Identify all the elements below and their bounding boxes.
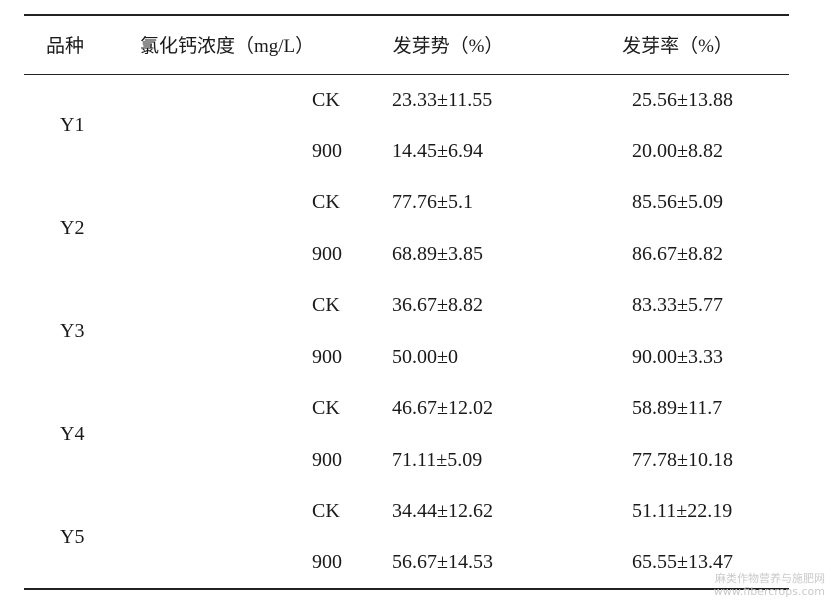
table-row: 900 14.45±6.94 20.00±8.82	[24, 126, 789, 178]
header-vigor: 发芽势（%）	[392, 36, 504, 58]
table-row: Y5 CK 34.44±12.62 51.11±22.19	[24, 486, 789, 547]
cell-treatment: CK	[312, 500, 340, 523]
cell-vigor: 50.00±0	[392, 345, 458, 368]
cell-rate: 20.00±8.82	[632, 139, 723, 162]
cell-vigor: 77.76±5.1	[392, 191, 473, 214]
watermark-line-2: www.fibercrops.com	[713, 585, 825, 598]
site-watermark: 麻类作物营养与施肥网 www.fibercrops.com	[714, 572, 825, 598]
table-row: 900 68.89±3.85 86.67±8.82	[24, 229, 789, 281]
cell-vigor: 34.44±12.62	[392, 500, 493, 523]
header-variety: 品种	[46, 36, 85, 58]
watermark-line-1: 麻类作物营养与施肥网	[715, 572, 825, 585]
cell-variety: Y2	[60, 217, 85, 239]
cell-vigor: 36.67±8.82	[392, 294, 483, 317]
cell-treatment: 900	[312, 139, 342, 162]
cell-rate: 77.78±10.18	[632, 448, 733, 471]
header-row: 品种 氯化钙浓度（mg/L） 发芽势（%） 发芽率（%）	[24, 15, 789, 74]
cell-rate: 58.89±11.7	[632, 397, 723, 420]
cell-rate: 51.11±22.19	[632, 500, 733, 523]
cell-treatment: CK	[312, 397, 340, 420]
cell-treatment: CK	[312, 88, 340, 111]
cell-rate: 90.00±3.33	[632, 345, 723, 368]
cell-vigor: 14.45±6.94	[392, 139, 483, 162]
cell-treatment: 900	[312, 345, 342, 368]
germination-table: 品种 氯化钙浓度（mg/L） 发芽势（%） 发芽率（%） Y1 CK 23.33±1…	[24, 14, 789, 590]
cell-variety: Y3	[60, 320, 85, 342]
cell-variety: Y1	[60, 114, 85, 137]
cell-treatment: 900	[312, 242, 342, 265]
table-header: 品种 氯化钙浓度（mg/L） 发芽势（%） 发芽率（%）	[24, 15, 789, 74]
table-row: Y4 CK 46.67±12.02 58.89±11.7	[24, 383, 789, 445]
table-row: 900 71.11±5.09 77.78±10.18	[24, 435, 789, 487]
cell-vigor: 68.89±3.85	[392, 242, 483, 265]
cell-vigor: 56.67±14.53	[392, 551, 493, 574]
table-row: Y2 CK 77.76±5.1 85.56±5.09	[24, 177, 789, 239]
table-row: 900 50.00±0 90.00±3.33	[24, 332, 789, 384]
cell-rate: 86.67±8.82	[632, 242, 723, 265]
cell-treatment: 900	[312, 551, 342, 574]
data-table-container: 品种 氯化钙浓度（mg/L） 发芽势（%） 发芽率（%） Y1 CK 23.33±1…	[24, 14, 789, 590]
cell-treatment: 900	[312, 448, 342, 471]
table-body: Y1 CK 23.33±11.55 25.56±13.88 900 14.45±6.94 2…	[24, 74, 789, 589]
header-concentration: 氯化钙浓度（mg/L）	[140, 36, 315, 58]
cell-vigor: 23.33±11.55	[392, 88, 493, 111]
cell-treatment: CK	[312, 294, 340, 317]
cell-variety: Y5	[60, 525, 85, 548]
table-row: Y3 CK 36.67±8.82 83.33±5.77	[24, 280, 789, 342]
cell-treatment: CK	[312, 191, 340, 214]
cell-rate: 65.55±13.47	[632, 551, 733, 574]
cell-vigor: 71.11±5.09	[392, 448, 483, 471]
table-row: 900 56.67±14.53 65.55±13.47	[24, 538, 789, 589]
cell-rate: 83.33±5.77	[632, 294, 723, 317]
table-row: Y1 CK 23.33±11.55 25.56±13.88	[24, 74, 789, 137]
cell-rate: 85.56±5.09	[632, 191, 723, 214]
cell-rate: 25.56±13.88	[632, 88, 733, 111]
cell-vigor: 46.67±12.02	[392, 397, 493, 420]
header-rate: 发芽率（%）	[622, 36, 733, 58]
cell-variety: Y4	[60, 423, 85, 445]
